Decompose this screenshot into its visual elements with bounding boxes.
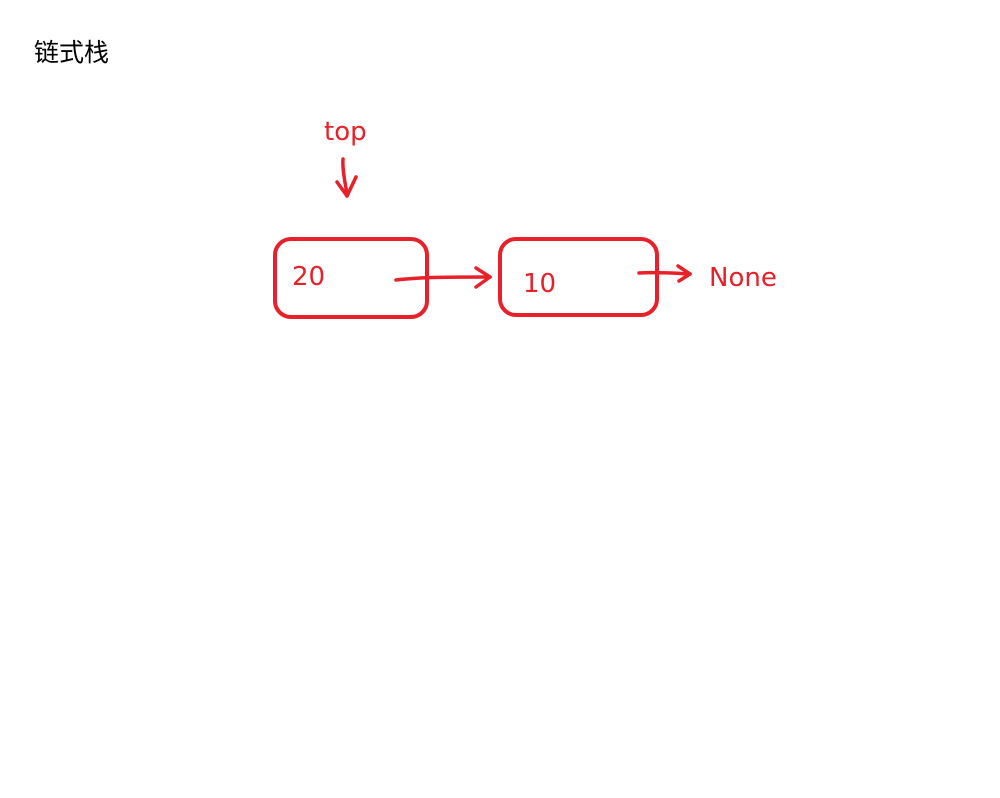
node-box-2	[498, 237, 659, 317]
top-pointer-label: top	[324, 117, 367, 147]
stack-node-2: 10	[498, 237, 659, 317]
node-value-2: 10	[523, 269, 556, 299]
none-terminal-label: None	[709, 263, 777, 293]
top-pointer-arrow	[335, 157, 358, 198]
page-title: 链式栈	[34, 38, 110, 67]
node-value-1: 20	[292, 262, 325, 292]
next-arrow-1	[394, 266, 492, 289]
next-arrow-2	[637, 264, 692, 283]
